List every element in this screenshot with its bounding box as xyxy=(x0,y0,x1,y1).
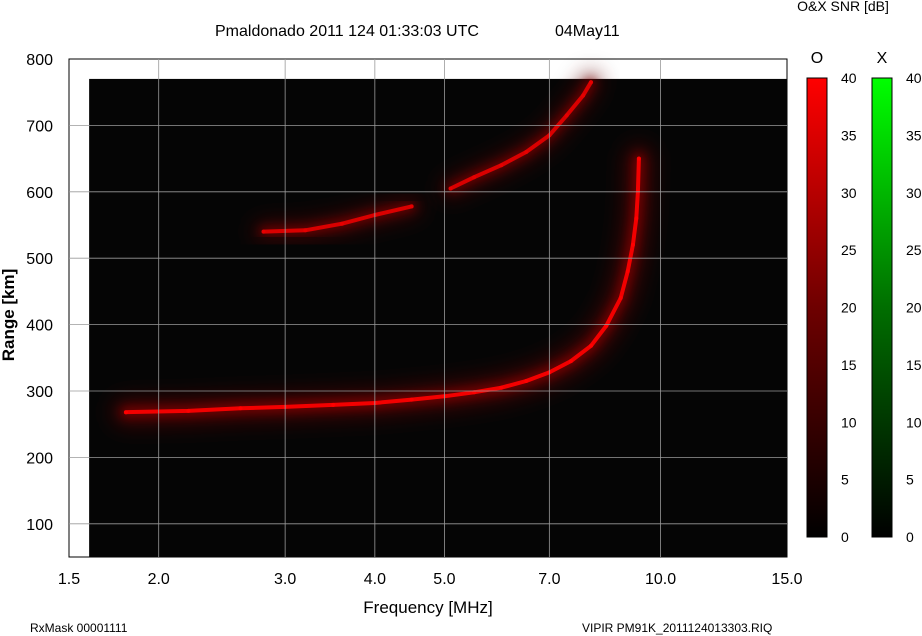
tick-layer: 1.5 2.0 3.0 4.0 5.0 7.0 10.0 15.0 100 200 300 400 50… xyxy=(26,52,802,588)
y-tick-label: 400 xyxy=(26,318,53,335)
chart-date: 04May11 xyxy=(555,23,620,40)
grid-layer xyxy=(69,59,787,557)
colorbar-tick-label: 20 xyxy=(906,300,922,316)
trace-point xyxy=(636,156,641,161)
trace-point xyxy=(625,269,630,274)
colorbar-tick-label: 10 xyxy=(906,414,922,430)
y-tick-label: 100 xyxy=(26,517,53,534)
colorbar-tick-label: 30 xyxy=(906,185,922,201)
colorbar-tick-label: 25 xyxy=(906,242,922,258)
trace-point xyxy=(123,410,128,415)
y-tick-label: 300 xyxy=(26,384,53,401)
trace-point xyxy=(499,385,504,390)
x-tick-label: 1.5 xyxy=(58,571,80,588)
colorbar-x xyxy=(871,77,893,538)
colorbar-tick-label: 35 xyxy=(906,127,922,143)
y-tick-label: 200 xyxy=(26,450,53,467)
x-axis-label: Frequency [MHz] xyxy=(363,598,492,617)
rx-mask-label: RxMask 00001111 xyxy=(30,621,128,635)
trace-point xyxy=(409,204,414,209)
trace-point xyxy=(261,229,266,234)
colorbar-o xyxy=(806,77,828,538)
trace-point xyxy=(564,113,569,118)
trace-point xyxy=(448,186,453,191)
x-tick-label: 4.0 xyxy=(364,571,386,588)
colorbar-tick-label: 10 xyxy=(841,414,857,430)
trace-point xyxy=(409,397,414,402)
data-layer xyxy=(110,71,654,428)
trace-point xyxy=(568,359,573,364)
chart-title: Pmaldonado 2011 124 01:33:03 UTC xyxy=(215,23,479,40)
y-axis-label: Range [km] xyxy=(0,269,18,362)
colorbar-tick-label: 25 xyxy=(841,242,857,258)
trace-point xyxy=(238,406,243,411)
x-tick-label: 10.0 xyxy=(645,571,676,588)
y-tick-label: 500 xyxy=(26,251,53,268)
colorbar-tick-label: 40 xyxy=(841,70,857,86)
colorbar-tick-label: 5 xyxy=(841,472,849,488)
trace-point xyxy=(303,228,308,233)
colorbars: O 0 5 10 15 20 25 30 35 40 X 0 5 10 15 20 25 30 35 40 xyxy=(806,50,922,545)
colorbar-tick-label: 35 xyxy=(841,127,857,143)
x-tick-label: 2.0 xyxy=(148,571,170,588)
colorbar-title: O xyxy=(811,50,823,67)
x-tick-label: 7.0 xyxy=(538,571,560,588)
colorbar-tick-label: 30 xyxy=(841,185,857,201)
trace-point xyxy=(499,163,504,168)
trace-point xyxy=(634,216,639,221)
y-tick-label: 800 xyxy=(26,52,53,69)
colorbar-tick-label: 0 xyxy=(906,529,914,545)
trace-o-2 xyxy=(448,80,593,191)
colorbar-tick-label: 20 xyxy=(841,300,857,316)
trace-point xyxy=(340,221,344,226)
x-tick-label: 5.0 xyxy=(433,571,455,588)
trace-point xyxy=(589,343,593,348)
trace-point xyxy=(186,408,191,413)
trace-point xyxy=(618,296,623,300)
trace-point xyxy=(524,150,529,154)
colorbar-title: X xyxy=(877,50,888,67)
colorbar-tick-label: 15 xyxy=(906,357,922,373)
trace-point xyxy=(581,93,586,98)
colorbar-tick-label: 40 xyxy=(906,70,922,86)
x-tick-label: 15.0 xyxy=(771,571,802,588)
file-label: VIPIR PM91K_2011124013303.RIQ xyxy=(582,621,772,635)
colorbar-caption: O&X SNR [dB] xyxy=(797,0,889,14)
trace-point xyxy=(331,402,336,407)
trace-point xyxy=(589,80,593,85)
x-tick-label: 3.0 xyxy=(274,571,296,588)
colorbar-tick-label: 0 xyxy=(841,529,849,545)
trace-point xyxy=(472,175,477,180)
trace-point xyxy=(524,379,529,383)
colorbar-tick-label: 5 xyxy=(906,472,914,488)
y-tick-label: 700 xyxy=(26,118,53,135)
data-region xyxy=(89,78,787,558)
trace-point xyxy=(630,242,635,247)
y-tick-label: 600 xyxy=(26,185,53,202)
colorbar-tick-label: 15 xyxy=(841,357,857,373)
